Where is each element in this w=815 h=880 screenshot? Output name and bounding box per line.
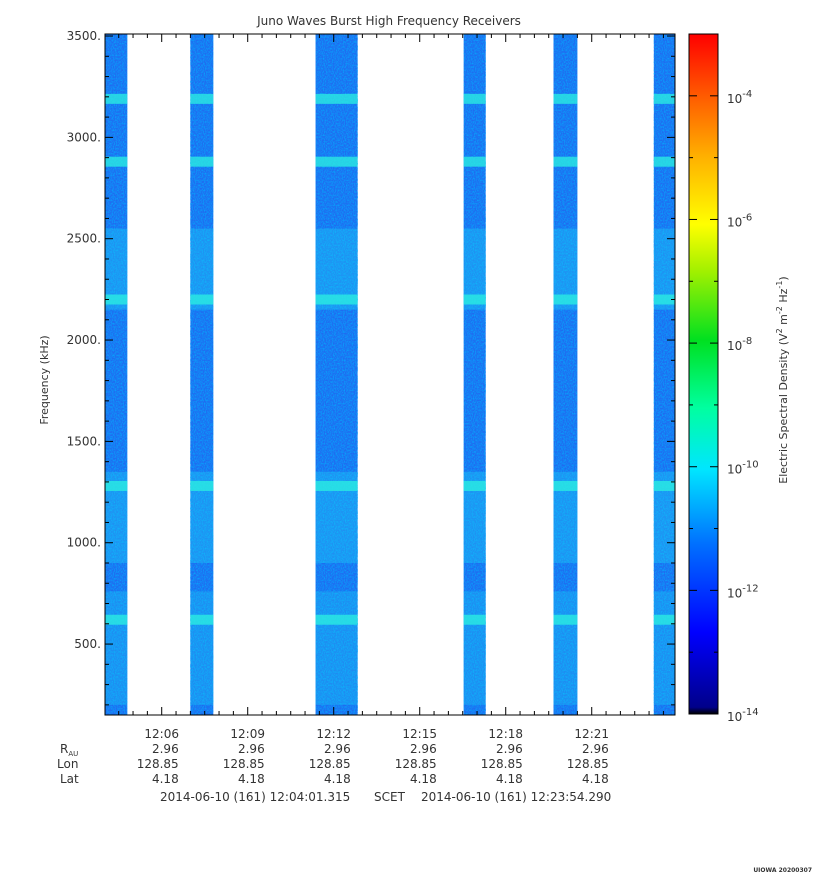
emission-band [553, 156, 578, 167]
ephemeris-label-lat: Lat [60, 772, 79, 786]
emission-band [553, 93, 578, 104]
ephemeris-value: 4.18 [410, 772, 437, 786]
ephemeris-value: 2.96 [582, 742, 609, 756]
footer-stamp: UIOWA 20200307 [753, 867, 812, 874]
emission-band [190, 614, 214, 625]
emission-band [315, 480, 358, 491]
burst-column [190, 34, 214, 715]
emission-band [463, 614, 486, 625]
emission-band [463, 294, 486, 305]
ephemeris-value: 2.96 [410, 742, 437, 756]
colorbar-axis: 10-4 10-6 10-8 10-10 10-12 10-14 [689, 33, 759, 724]
plot-frame [104, 33, 676, 716]
ephemeris-value: 4.18 [238, 772, 265, 786]
y-tick-label: 1500. [67, 434, 101, 448]
colorbar-tick-label: 10-10 [727, 460, 759, 477]
emission-band [105, 294, 128, 305]
emission-band [315, 156, 358, 167]
scet-label: SCET [374, 790, 406, 804]
x-tick-label: 12:21 [574, 727, 609, 741]
colorbar [688, 33, 719, 715]
x-tick-label: 12:18 [488, 727, 523, 741]
ephemeris-value: 2.96 [496, 742, 523, 756]
y-tick-label: 2000. [67, 333, 101, 347]
ephemeris-value: 2.96 [152, 742, 179, 756]
emission-band [315, 614, 358, 625]
burst-column [653, 34, 675, 715]
ephemeris-value: 2.96 [238, 742, 265, 756]
emission-band [553, 480, 578, 491]
colorbar-tick-label: 10-12 [727, 583, 759, 600]
ephemeris-value: 4.18 [496, 772, 523, 786]
x-tick-label: 12:09 [230, 727, 265, 741]
emission-band [190, 480, 214, 491]
colorbar-tick-label: 10-14 [727, 707, 759, 724]
y-tick-label: 3000. [67, 130, 101, 144]
ephemeris-value: 4.18 [152, 772, 179, 786]
burst-column [315, 34, 358, 715]
emission-band [653, 93, 675, 104]
emission-band [190, 93, 214, 104]
ephemeris-value: 2.96 [324, 742, 351, 756]
ephemeris-label-rau: RAU [60, 742, 78, 758]
y-axis-label: Frequency (kHz) [38, 335, 51, 424]
y-tick-label: 3500. [67, 29, 101, 43]
colorbar-tick-label: 10-4 [727, 89, 752, 106]
emission-band [463, 93, 486, 104]
emission-band [553, 614, 578, 625]
emission-band [190, 156, 214, 167]
x-tick-label: 12:15 [402, 727, 437, 741]
ephemeris-value: 128.85 [395, 757, 437, 771]
ephemeris-table: RAULonLat2.96128.854.182.96128.854.182.9… [57, 742, 609, 786]
emission-band [653, 156, 675, 167]
ephemeris-value: 128.85 [481, 757, 523, 771]
ephemeris-value: 128.85 [567, 757, 609, 771]
emission-band [653, 294, 675, 305]
emission-band [190, 294, 214, 305]
emission-band [553, 294, 578, 305]
ephemeris-value: 128.85 [223, 757, 265, 771]
emission-band [105, 480, 128, 491]
emission-band [105, 614, 128, 625]
y-tick-label: 1000. [67, 536, 101, 550]
x-tick-label: 12:12 [316, 727, 351, 741]
x-tick-label: 12:06 [144, 727, 179, 741]
emission-band [653, 614, 675, 625]
burst-column [105, 34, 128, 715]
chart-title: Juno Waves Burst High Frequency Receiver… [256, 14, 521, 28]
ephemeris-label-lon: Lon [57, 757, 78, 771]
ephemeris-value: 128.85 [137, 757, 179, 771]
ephemeris-value: 4.18 [324, 772, 351, 786]
colorbar-label: Electric Spectral Density (V2 m-2 Hz-1) [775, 276, 790, 483]
emission-band [315, 93, 358, 104]
ephemeris-value: 128.85 [309, 757, 351, 771]
emission-band [463, 156, 486, 167]
emission-band [105, 93, 128, 104]
emission-band [653, 480, 675, 491]
y-axis: 500. 1000. 1500. 2000. 2500. 3000. 3500. [67, 29, 675, 706]
burst-column [553, 34, 578, 715]
burst-column [463, 34, 486, 715]
emission-band [463, 480, 486, 491]
emission-band [315, 294, 358, 305]
colorbar-tick-label: 10-6 [727, 212, 752, 229]
end-time-label: 2014-06-10 (161) 12:23:54.290 [421, 790, 611, 804]
colorbar-tick-label: 10-8 [727, 336, 752, 353]
y-tick-label: 500. [74, 637, 101, 651]
start-time-label: 2014-06-10 (161) 12:04:01.315 [160, 790, 350, 804]
ephemeris-value: 4.18 [582, 772, 609, 786]
burst-columns [105, 34, 675, 715]
y-tick-label: 2500. [67, 232, 101, 246]
emission-band [105, 156, 128, 167]
x-axis: 12:06 12:09 12:12 12:15 12:18 12:21 [118, 34, 664, 741]
